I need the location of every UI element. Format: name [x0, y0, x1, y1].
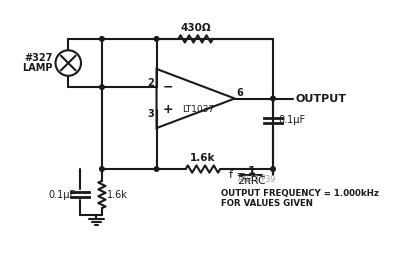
Text: 1.6k: 1.6k: [190, 153, 216, 163]
Text: 1.6k: 1.6k: [106, 190, 127, 199]
Text: +: +: [163, 103, 174, 116]
Text: f =: f =: [229, 171, 246, 180]
Text: 2πRC: 2πRC: [237, 176, 266, 186]
Text: −: −: [163, 81, 173, 94]
Circle shape: [271, 96, 275, 101]
Circle shape: [100, 37, 104, 41]
Text: 430Ω: 430Ω: [180, 22, 211, 33]
Text: 1: 1: [247, 166, 255, 176]
Text: LT1037: LT1037: [182, 105, 214, 114]
Circle shape: [100, 85, 104, 90]
Text: LAMP: LAMP: [22, 63, 53, 74]
Circle shape: [154, 37, 159, 41]
Circle shape: [154, 167, 159, 171]
Circle shape: [100, 167, 104, 171]
Text: 0.1μF: 0.1μF: [48, 190, 76, 199]
Text: #327: #327: [24, 53, 53, 63]
Text: 3: 3: [147, 109, 154, 118]
Text: AN43 F39: AN43 F39: [238, 175, 276, 184]
Text: OUTPUT FREQUENCY = 1.000kHz: OUTPUT FREQUENCY = 1.000kHz: [221, 189, 379, 198]
Text: 0.1μF: 0.1μF: [278, 115, 306, 125]
Circle shape: [271, 167, 275, 171]
Text: FOR VALUES GIVEN: FOR VALUES GIVEN: [221, 199, 313, 208]
Text: 2: 2: [147, 78, 154, 88]
Text: OUTPUT: OUTPUT: [296, 93, 347, 103]
Text: 6: 6: [237, 88, 243, 98]
